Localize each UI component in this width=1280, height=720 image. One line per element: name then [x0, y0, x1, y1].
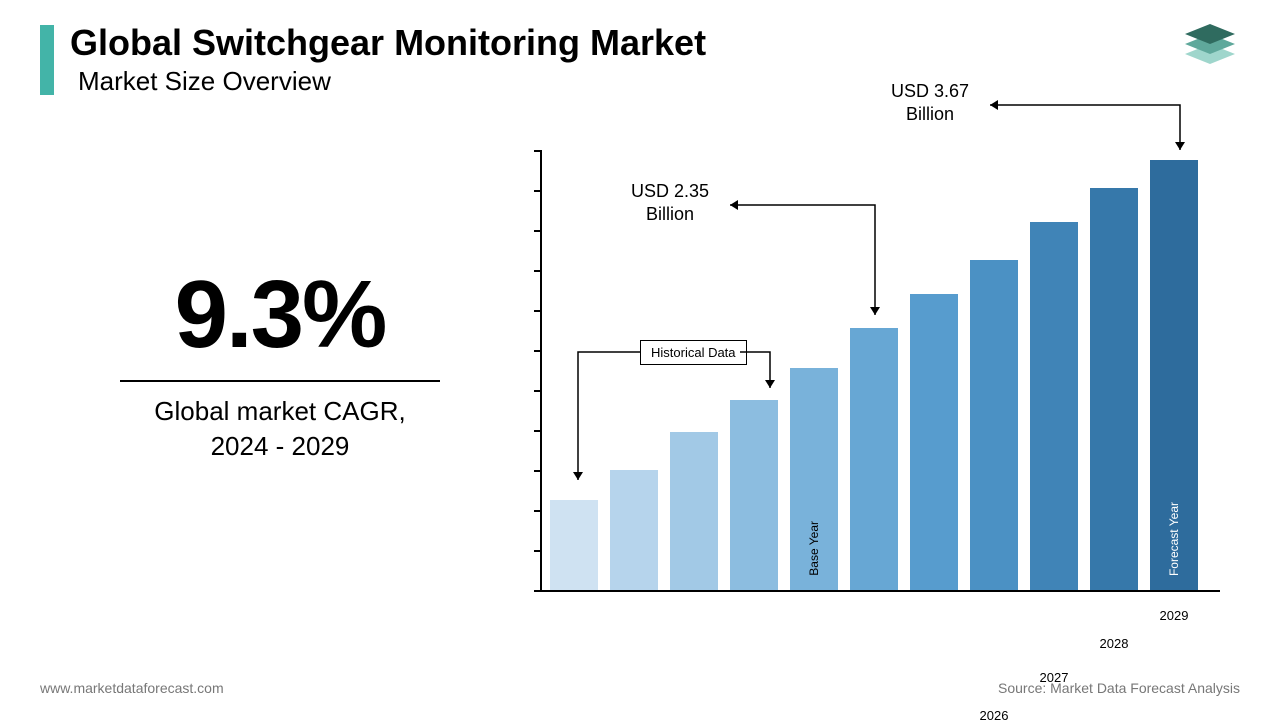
bar — [910, 294, 958, 590]
chart-y-tick — [534, 270, 542, 272]
chart-y-tick — [534, 230, 542, 232]
bar — [1090, 188, 1138, 590]
bar-column: 2019 — [550, 500, 598, 590]
title-block: Global Switchgear Monitoring Market Mark… — [70, 22, 706, 97]
bar-column: 2025 — [910, 294, 958, 590]
bar — [550, 500, 598, 590]
page-subtitle: Market Size Overview — [78, 66, 706, 97]
bar — [610, 470, 658, 590]
chart-y-tick — [534, 550, 542, 552]
chart-y-tick — [534, 150, 542, 152]
bar — [850, 328, 898, 590]
stat-block: 9.3% Global market CAGR, 2024 - 2029 — [90, 260, 470, 464]
bar-column: 2029Forecast Year — [1150, 160, 1198, 590]
chart-y-tick — [534, 350, 542, 352]
bar-column: 2026 — [970, 260, 1018, 590]
annotation-usd-2029-l2: Billion — [906, 104, 954, 124]
bar-column: 2027 — [1030, 222, 1078, 590]
bar-column: 2021 — [670, 432, 718, 590]
annotation-usd-2029-l1: USD 3.67 — [891, 81, 969, 101]
cagr-value: 9.3% — [90, 260, 470, 370]
chart-y-tick — [534, 510, 542, 512]
bar-x-label: 2028 — [1090, 636, 1138, 651]
cagr-label-line2: 2024 - 2029 — [90, 429, 470, 464]
stat-divider — [120, 380, 440, 382]
bar-column: 2024 — [850, 328, 898, 590]
page-root: Global Switchgear Monitoring Market Mark… — [0, 0, 1280, 720]
bar-x-label: 2026 — [970, 708, 1018, 720]
bar-column: 2023Base Year — [790, 368, 838, 590]
bar — [970, 260, 1018, 590]
annotation-usd-2029: USD 3.67 Billion — [870, 80, 990, 127]
bar-inline-label: Base Year — [807, 521, 821, 576]
chart-y-tick — [534, 190, 542, 192]
chart-y-tick — [534, 430, 542, 432]
bar-inline-label: Forecast Year — [1167, 502, 1181, 576]
bar — [730, 400, 778, 590]
chart-x-axis — [540, 590, 1220, 592]
chart-y-tick — [534, 590, 542, 592]
chart-y-tick — [534, 390, 542, 392]
bar-chart: 20192020202120222023Base Year20242025202… — [540, 150, 1240, 610]
bar-column: 2020 — [610, 470, 658, 590]
bar-x-label: 2029 — [1150, 608, 1198, 623]
chart-y-axis — [540, 150, 542, 590]
chart-y-tick — [534, 310, 542, 312]
brand-logo-icon — [1180, 22, 1240, 82]
bar-column: 2028 — [1090, 188, 1138, 590]
title-accent-bar — [40, 25, 54, 95]
bar — [1030, 222, 1078, 590]
chart-bars-container: 20192020202120222023Base Year20242025202… — [550, 150, 1220, 590]
footer-url: www.marketdataforecast.com — [40, 680, 224, 696]
chart-y-tick — [534, 470, 542, 472]
cagr-label-line1: Global market CAGR, — [90, 394, 470, 429]
bar-column: 2022 — [730, 400, 778, 590]
footer-source: Source: Market Data Forecast Analysis — [998, 680, 1240, 696]
bar — [670, 432, 718, 590]
page-title: Global Switchgear Monitoring Market — [70, 22, 706, 64]
